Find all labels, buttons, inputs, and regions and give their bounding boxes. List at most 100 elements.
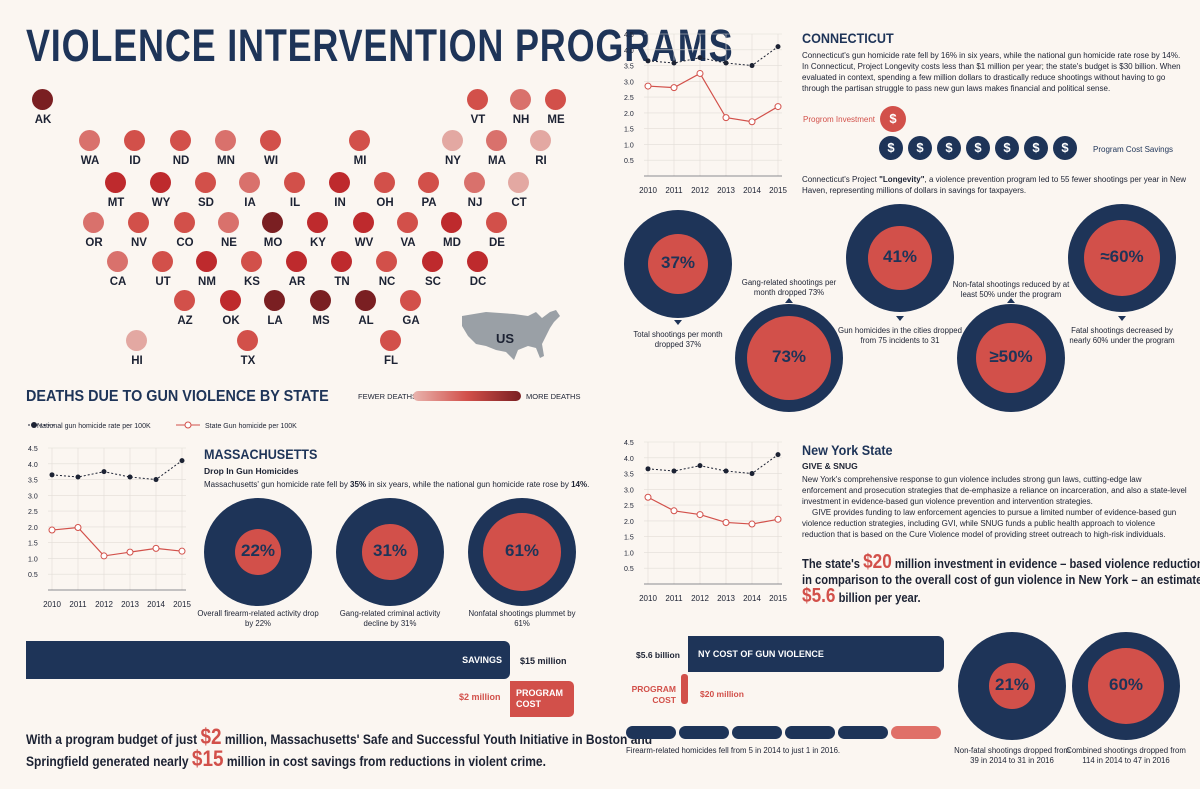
- ma-chart-ytick: 3.5: [28, 478, 38, 485]
- ny-chart-xtick: 2012: [691, 594, 709, 603]
- ma-chart-state-point: [178, 547, 186, 555]
- state-label-mn: MN: [217, 155, 235, 167]
- state-label-in: IN: [334, 197, 346, 209]
- ma-gang-circle: 31%: [336, 498, 444, 606]
- ny-chart-national-point: [749, 471, 755, 477]
- state-dot-co: [174, 212, 195, 233]
- ct-stat-3-circle: 41%: [846, 204, 954, 312]
- ct-stat-2-inner-circle: [746, 315, 832, 401]
- state-dot-ct: [508, 172, 529, 193]
- ct-chart-state-line: [647, 72, 779, 123]
- legend-more-label: MORE DEATHS: [526, 392, 581, 401]
- ct-stat-2-pointer-icon: [785, 298, 793, 303]
- ct-stat-5-inner-circle: [1083, 219, 1161, 297]
- ma-chart-ytick: 2.5: [28, 509, 38, 516]
- ct-stat-2-circle: 73%: [735, 304, 843, 412]
- state-label-ky: KY: [310, 237, 326, 249]
- ny-chart-national-point: [775, 452, 781, 458]
- ct-text: Connecticut's gun homicide rate fell by …: [802, 51, 1181, 93]
- state-label-or: OR: [85, 237, 103, 249]
- state-dot-la: [264, 290, 285, 311]
- state-label-nh: NH: [512, 114, 530, 126]
- ny-chart-national-line: [647, 454, 779, 475]
- state-dot-oh: [374, 172, 395, 193]
- state-label-tx: TX: [240, 355, 256, 367]
- ct-chart-state-point: [670, 84, 678, 92]
- ct-chart-xtick: 2013: [717, 186, 735, 195]
- state-dot-wv: [353, 212, 374, 233]
- ct-chart-ytick: 3.0: [624, 79, 634, 86]
- ma-savings-label: SAVINGS: [462, 655, 502, 665]
- ny-chart-ytick: 2.5: [624, 503, 634, 510]
- state-label-mt: MT: [107, 197, 125, 209]
- ct-stat-5-percent: ≈60%: [1100, 247, 1144, 266]
- ma-gang-percent: 31%: [372, 541, 408, 560]
- ny-chart-ytick: 2.0: [624, 519, 634, 526]
- state-label-ga: GA: [402, 315, 420, 327]
- ct-chart-ytick: 4.5: [624, 32, 634, 39]
- state-label-nv: NV: [131, 237, 147, 249]
- ct-investment-label: Progrom Investment: [803, 115, 876, 124]
- state-dot-in: [329, 172, 350, 193]
- ct-chart-national-point: [697, 55, 703, 61]
- state-label-ok: OK: [222, 315, 240, 327]
- state-label-sc: SC: [425, 276, 441, 288]
- ma-firearm-caption: Overall firearm-related activity drop by…: [197, 609, 319, 628]
- state-label-ne: NE: [221, 237, 237, 249]
- massachusetts-line-chart: 4.5 4.0 3.5 3.0 2.5 2.0 1.5 1.0 0.5 2010 2011 2012 2…: [28, 446, 191, 609]
- state-label-tn: TN: [334, 276, 350, 288]
- state-label-la: LA: [267, 315, 283, 327]
- ct-chart-national-point: [775, 44, 781, 50]
- ma-nonfatal-caption: Nonfatal shootings plummet by 61%: [468, 609, 576, 628]
- state-dot-mt: [105, 172, 126, 193]
- ma-firearm-inner-circle: [234, 528, 282, 576]
- ct-stat-5-circle: ≈60%: [1068, 204, 1176, 312]
- state-dot-me: [545, 89, 566, 110]
- ma-nonfatal-percent: 61%: [504, 541, 540, 560]
- ma-chart-xtick: 2015: [173, 600, 191, 609]
- ct-savings-dollar-icon: $: [966, 136, 990, 160]
- state-dot-il: [284, 172, 305, 193]
- ct-chart-ytick: 3.5: [624, 64, 634, 71]
- state-label-ak: AK: [34, 114, 52, 126]
- ma-chart-national-point: [179, 458, 185, 464]
- state-label-pa: PA: [421, 197, 437, 209]
- ny-heading: New York State: [802, 442, 893, 458]
- ma-chart-xtick: 2012: [95, 600, 113, 609]
- page-title: VIOLENCE INTERVENTION PROGRAMS: [26, 20, 734, 71]
- connecticut-line-chart: 4.5 4.0 3.5 3.0 2.5 2.0 1.5 1.0 0.5 2010 2011 2012 2…: [624, 32, 787, 195]
- state-dot-pa: [418, 172, 439, 193]
- ct-chart-xtick: 2012: [691, 186, 709, 195]
- ma-chart-ytick: 2.0: [28, 525, 38, 532]
- state-label-ca: CA: [109, 276, 127, 288]
- state-dot-ri: [530, 130, 551, 151]
- state-label-ri: RI: [535, 155, 547, 167]
- ct-chart-state-point: [748, 118, 756, 126]
- state-dot-de: [486, 212, 507, 233]
- state-label-ia: IA: [244, 197, 256, 209]
- state-dot-sd: [195, 172, 216, 193]
- ct-chart-xtick: 2011: [665, 186, 683, 195]
- ct-savings-dollar-icon: $: [908, 136, 932, 160]
- ma-bottom-line-1: With a program budget of just $2 million…: [26, 724, 653, 749]
- ct-chart-ytick: 1.5: [624, 127, 634, 134]
- ct-stat-5-caption: Fatal shootings decreased by nearly 60% …: [1069, 326, 1175, 345]
- state-dot-mo: [262, 212, 283, 233]
- legend-state: State Gun homicide per 100K: [205, 423, 297, 430]
- state-dot-wi: [260, 130, 281, 151]
- state-dot-al: [355, 290, 376, 311]
- ct-chart-ytick: 2.5: [624, 95, 634, 102]
- ct-savings-dollar-icon: $: [995, 136, 1019, 160]
- ct-project-text: Connecticut's Project "Longevity", a vio…: [802, 175, 1186, 195]
- deaths-heading: DEATHS DUE TO GUN VIOLENCE BY STATE: [26, 388, 329, 405]
- state-label-co: CO: [176, 237, 194, 249]
- ct-savings-dollar-icon: $: [937, 136, 961, 160]
- state-label-vt: VT: [470, 114, 486, 126]
- ct-stat-1-pointer-icon: [674, 320, 682, 325]
- state-label-nm: NM: [198, 276, 216, 288]
- state-dot-tn: [331, 251, 352, 272]
- ct-chart-national-point: [645, 58, 651, 64]
- ct-stat-4-percent: ≥50%: [989, 347, 1033, 366]
- ny-chart-ytick: 3.0: [624, 487, 634, 494]
- state-dot-az: [174, 290, 195, 311]
